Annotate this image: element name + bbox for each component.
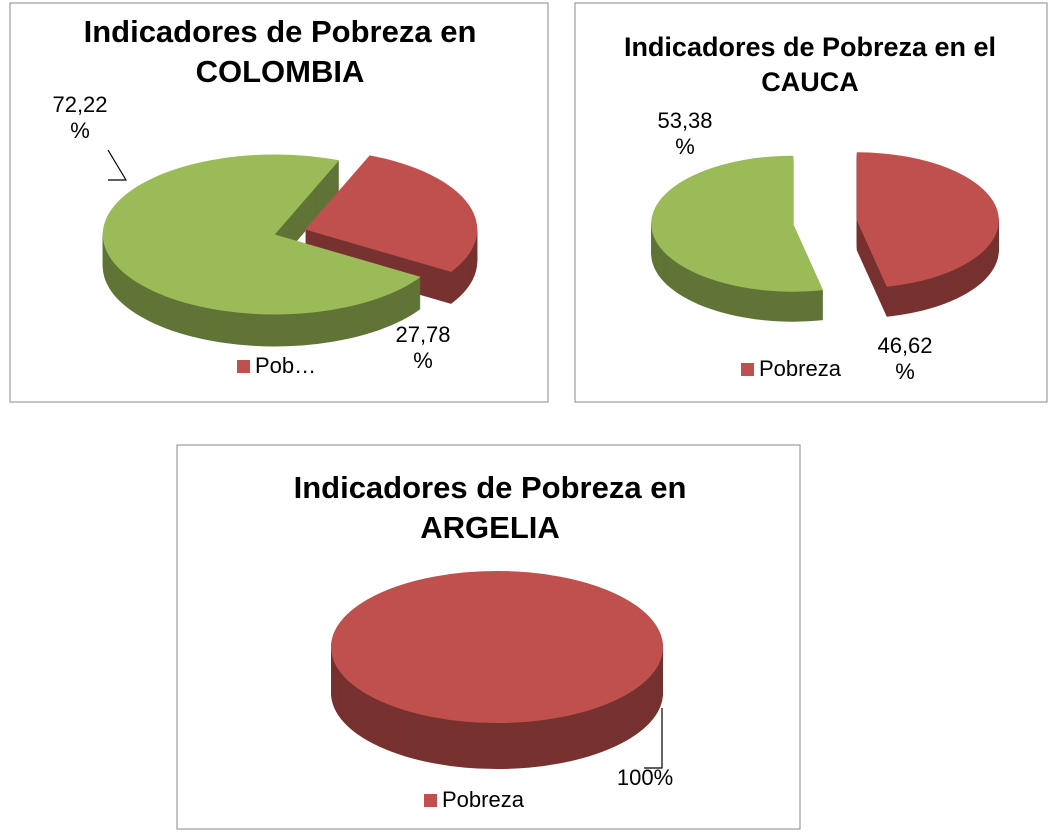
slice: [102, 154, 421, 315]
leader-line: [107, 149, 128, 181]
legend-swatch: [424, 793, 437, 807]
data-label: 46,62 %: [877, 333, 933, 385]
data-label: 72,22 %: [52, 92, 108, 144]
data-label: 100%: [616, 765, 674, 790]
chart-title: Indicadores de Pobreza en ARGELIA: [293, 470, 687, 546]
slice: [856, 152, 999, 287]
legend-swatch: [741, 362, 754, 376]
slice: [330, 570, 663, 724]
slice: [651, 155, 824, 292]
legend-label: Pobreza: [759, 356, 841, 381]
leader-line: [644, 708, 663, 769]
legend-entry: Pobreza: [741, 356, 841, 382]
data-label: 53,38 %: [657, 108, 713, 160]
legend-entry: Pobreza: [424, 787, 524, 813]
chart-title: Indicadores de Pobreza en COLOMBIA: [83, 14, 477, 90]
chart-title: Indicadores de Pobreza en el CAUCA: [623, 32, 997, 98]
slice: [305, 155, 478, 272]
legend-entry: Pobreza: [237, 353, 317, 379]
legend-label: Pobreza: [442, 787, 524, 812]
legend-label: Pobreza: [255, 353, 317, 378]
data-label: 27,78 %: [395, 322, 451, 374]
legend-swatch: [237, 359, 250, 373]
